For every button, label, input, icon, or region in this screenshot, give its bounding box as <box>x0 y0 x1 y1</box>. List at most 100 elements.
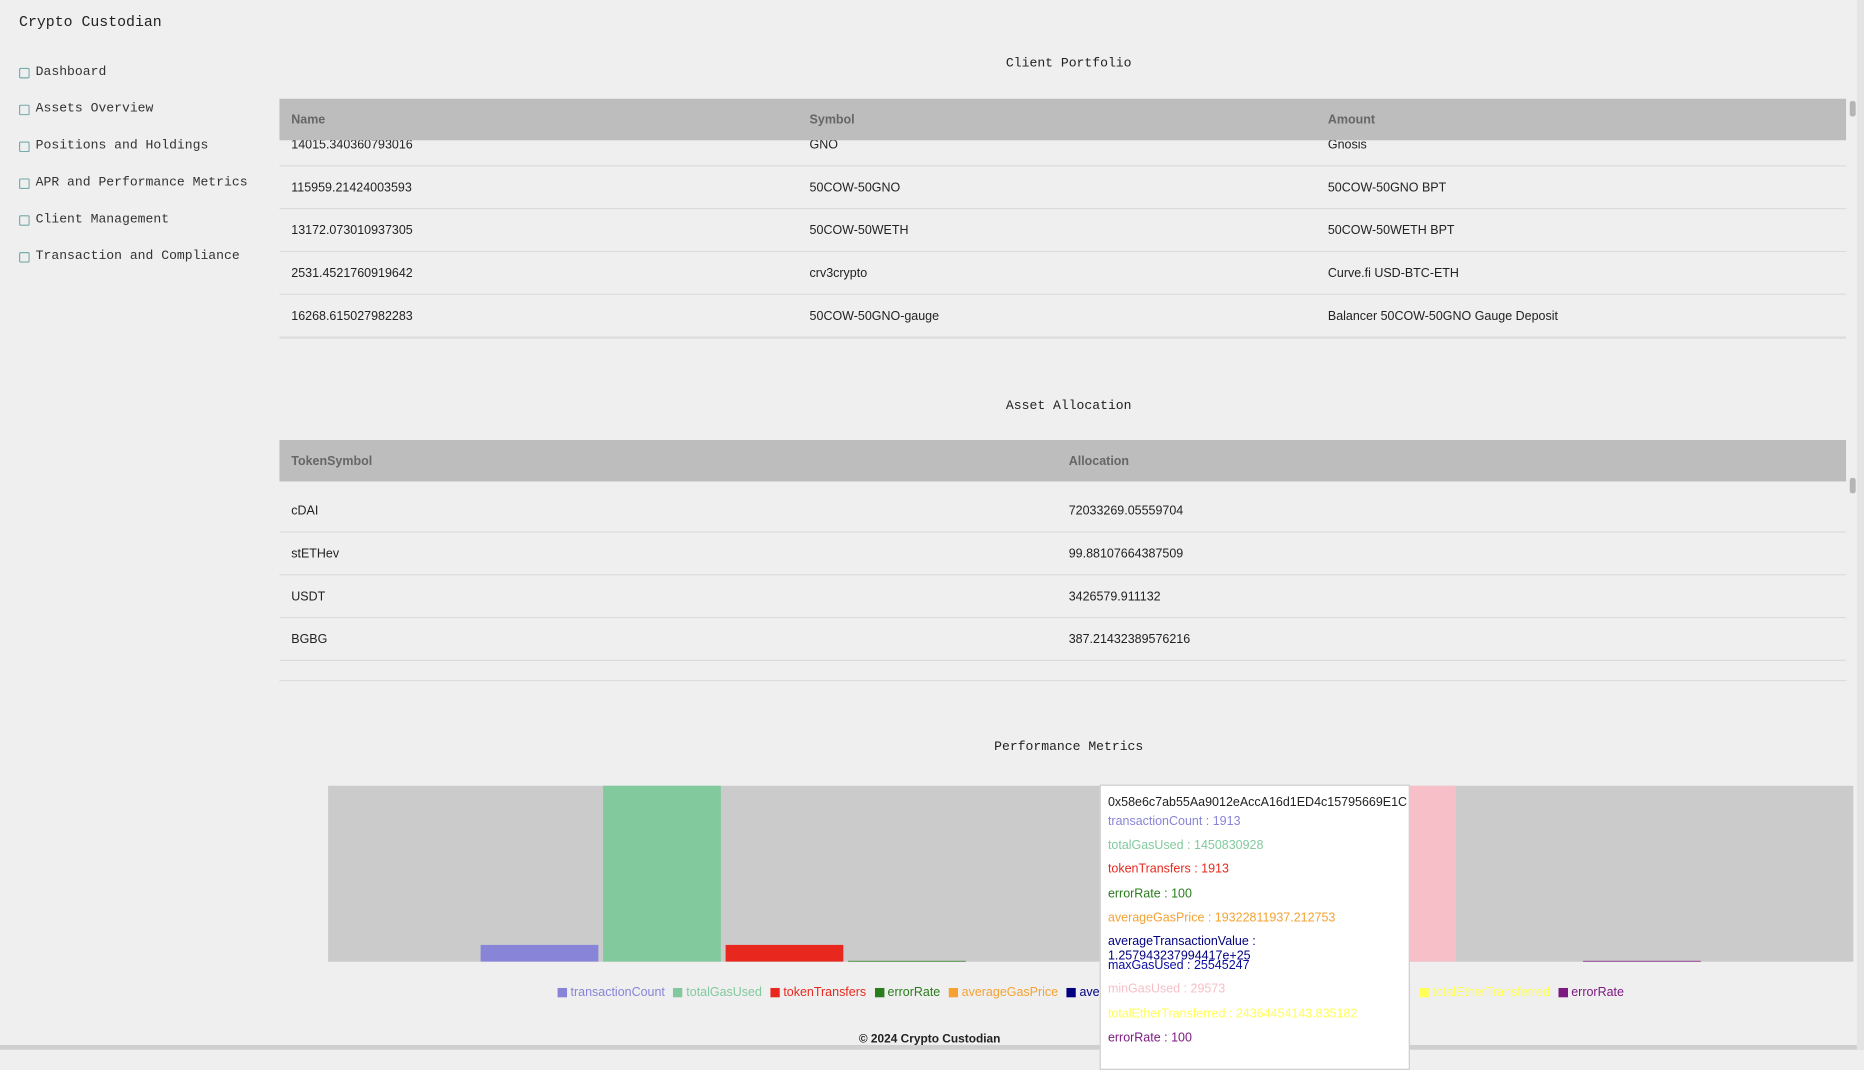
legend-label: tokenTransfers <box>783 985 867 1000</box>
table-cell: 50COW-50GNO BPT <box>1327 180 1447 195</box>
tooltip-value: 25545247 <box>1184 958 1250 972</box>
tooltip-name: totalEtherTransferred <box>1107 1006 1226 1021</box>
tooltip-name: tokenTransfers <box>1107 862 1191 877</box>
table-row: 13172.073010937305 50COW-50WETH 50COW-50WE… <box>279 209 1847 253</box>
icon-shape <box>19 67 30 78</box>
nav-item[interactable]: APR and Performance Metrics <box>19 176 248 190</box>
nav-label: Assets Overview <box>35 102 154 117</box>
table-cell: 50COW-50WETH <box>809 223 909 238</box>
legend-item[interactable]: averageGasPrice <box>948 985 1059 1000</box>
tooltip-name: averageGasPrice <box>1107 910 1205 925</box>
column-header: Allocation <box>1068 454 1130 469</box>
swatch <box>1558 987 1568 998</box>
nav-item[interactable]: Positions and Holdings <box>19 139 208 153</box>
table-cell: cDAI <box>291 504 319 519</box>
nav-item[interactable]: Transaction and Compliance <box>19 250 240 264</box>
tooltip-value: 100 <box>1161 1030 1192 1044</box>
icon-shape <box>19 104 30 115</box>
table-cell: 3426579.911132 <box>1068 589 1161 604</box>
table-row: BGBG 387.21432389576216 <box>279 618 1847 661</box>
bar <box>848 960 966 962</box>
tooltip-value: 1450830928 <box>1184 838 1264 852</box>
table-row: 2531.4521760919642 crv3crypto Curve.fi USD… <box>279 252 1847 295</box>
table-cell: BGBG <box>291 632 328 647</box>
table-cell: 72033269.05559704 <box>1068 504 1184 519</box>
page-scrollbar[interactable] <box>1856 0 1864 1050</box>
legend-label: errorRate <box>887 985 941 1000</box>
chart-title: Performance Metrics <box>994 740 1144 755</box>
nav-icon <box>19 104 30 115</box>
tooltip-name: errorRate <box>1107 886 1161 901</box>
table-row: 115959.21424003593 50COW-50GNO 50COW-50GNO… <box>279 166 1847 210</box>
nav-label: Dashboard <box>35 65 107 80</box>
legend-item[interactable]: errorRate <box>1558 985 1624 1000</box>
tooltip-value: 1913 <box>1191 862 1229 876</box>
tooltip-name: averageTransactionValue <box>1107 934 1249 949</box>
scrollbar[interactable] <box>1849 477 1856 494</box>
table-row: 16268.615027982283 50COW-50GNO-gauge Balan… <box>279 295 1847 338</box>
tooltip-name: maxGasUsed <box>1107 958 1184 973</box>
table-cell: 115959.21424003593 <box>291 180 412 195</box>
swatch <box>1419 987 1429 998</box>
icon-shape <box>19 177 30 189</box>
legend-swatch <box>874 987 884 998</box>
legend-swatch <box>770 987 780 998</box>
table-cell: 50COW-50WETH BPT <box>1327 223 1455 238</box>
icon-shape <box>19 140 30 152</box>
tooltip-value: 19322811937.212753 <box>1204 910 1335 924</box>
nav-item[interactable]: Assets Overview <box>19 102 154 117</box>
allocation-table: TokenSymbol Allocation cDAI 72033269.055597… <box>279 439 1847 682</box>
tooltip-item: averageGasPrice19322811937.212753 <box>1108 910 1402 934</box>
legend-item[interactable]: totalGasUsed <box>673 985 762 1000</box>
table-cell: 14015.340360793016 <box>291 137 413 153</box>
scrollbar[interactable] <box>1849 101 1856 117</box>
column-header: Amount <box>1327 112 1376 128</box>
legend-swatch <box>557 987 567 998</box>
column-header: TokenSymbol <box>291 454 373 469</box>
legend-item[interactable]: totalEtherTransferred <box>1419 985 1550 1000</box>
legend-label: totalGasUsed <box>686 985 762 1000</box>
nav-label: Transaction and Compliance <box>35 249 240 264</box>
nav-item[interactable]: 050001000015000200000x58e6c7ab55Aa9012eA… <box>19 65 107 80</box>
tooltip-item: errorRate100 <box>1108 1030 1402 1054</box>
tooltip-item: minGasUsed29573 <box>1108 982 1402 1006</box>
table-cell: 13172.073010937305 <box>291 223 413 238</box>
tooltip-title: 0x58e6c7ab55Aa9012eAccA16d1ED4c15795669E… <box>1107 795 1408 810</box>
table-cell: 50COW-50GNO-gauge <box>809 309 940 324</box>
plot-background <box>328 785 1854 962</box>
tooltip-name: transactionCount <box>1107 814 1203 829</box>
legend-item[interactable]: errorRate <box>874 985 941 1000</box>
tooltip-name: minGasUsed <box>1107 982 1181 997</box>
nav-icon: 050001000015000200000x58e6c7ab55Aa9012eA… <box>19 67 30 78</box>
nav-icon <box>19 214 30 226</box>
swatch <box>874 987 884 998</box>
footer: © 2024 Crypto Custodian <box>858 1033 1001 1047</box>
section-title: Client Portfolio <box>1005 57 1132 72</box>
column-header: Symbol <box>809 112 855 128</box>
legend-item[interactable]: tokenTransfers <box>770 985 867 1000</box>
tooltip-item: errorRate100 <box>1108 886 1402 910</box>
nav-icon <box>19 251 30 263</box>
icon-shape <box>19 214 30 226</box>
swatch <box>770 987 780 998</box>
legend-item[interactable]: transactionCount <box>557 985 665 1000</box>
nav-item[interactable]: Client Management <box>19 213 169 227</box>
legend-swatch <box>948 987 959 998</box>
tooltip-value: 29573 <box>1180 982 1225 996</box>
swatch <box>673 987 683 998</box>
bar <box>725 944 844 962</box>
tooltip-value: 1913 <box>1202 814 1240 828</box>
tooltip-name: totalGasUsed <box>1107 838 1184 853</box>
nav-label: Positions and Holdings <box>35 139 209 154</box>
legend-label: errorRate <box>1571 985 1624 1000</box>
tooltip-item: totalEtherTransferred24364454143.835182 <box>1108 1006 1402 1030</box>
portfolio-table: Name Symbol Amount 14015.340360793016 GNO Gno… <box>279 98 1847 339</box>
nav-label: Client Management <box>35 212 170 228</box>
table-cell: 16268.615027982283 <box>291 309 413 324</box>
nav-label: APR and Performance Metrics <box>35 175 248 191</box>
tooltip-item: maxGasUsed25545247 <box>1108 958 1402 982</box>
legend-label: averageGasPrice <box>961 985 1059 1000</box>
app-title: Crypto Custodian <box>19 14 162 31</box>
